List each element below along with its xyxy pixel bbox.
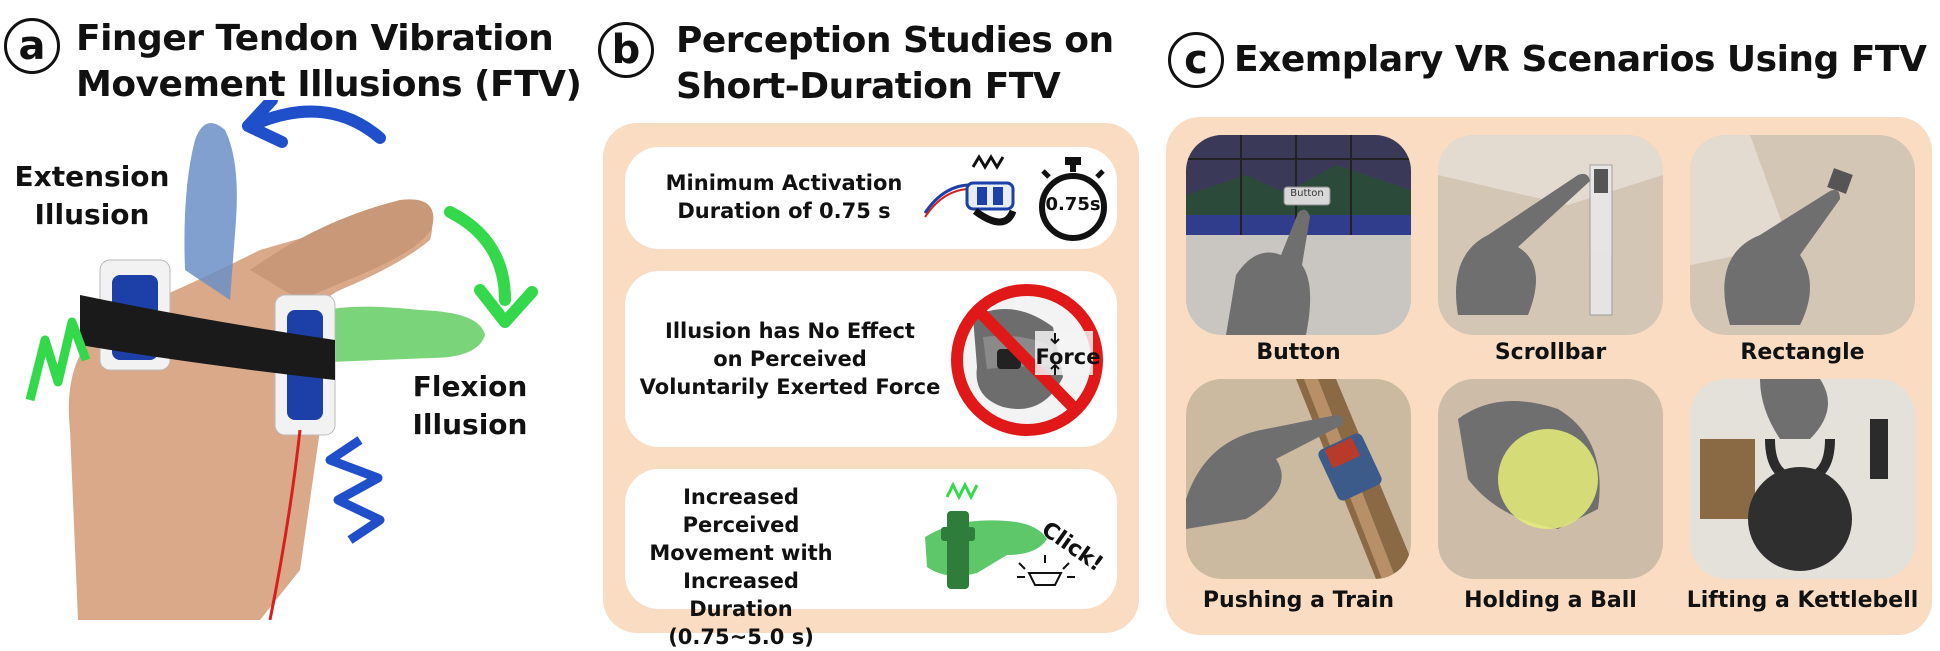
panel-b-badge: b xyxy=(598,22,654,78)
card2-line1: Illusion has No Effect xyxy=(665,319,915,343)
stopwatch-time-text: 0.75s xyxy=(1045,194,1101,215)
flexion-label-line1: Flexion xyxy=(412,370,528,403)
vr-hand xyxy=(1186,415,1344,529)
vr-button-text: Button xyxy=(1290,188,1324,199)
click-button-glyph xyxy=(1027,572,1063,586)
scene-scrollbar xyxy=(1438,135,1663,335)
extension-label-line1: Extension xyxy=(14,160,170,193)
no-effect-prohibition-icon xyxy=(951,284,1103,436)
extension-label-line2: Illusion xyxy=(34,198,150,231)
force-label-text: Force xyxy=(1035,345,1101,369)
panel-a-title-line2: Movement Illusions (FTV) xyxy=(76,64,582,105)
vibration-zigzag-blue xyxy=(325,436,385,544)
panel-b-title-line2: Short-Duration FTV xyxy=(676,66,1061,107)
tennis-ball xyxy=(1498,429,1598,529)
panel-a-title: Finger Tendon Vibration Movement Illusio… xyxy=(76,16,582,108)
finger-click-icon xyxy=(925,481,1075,589)
study-card-activation-text: Minimum Activation Duration of 0.75 s xyxy=(639,169,929,225)
scene-holding-ball-label: Holding a Ball xyxy=(1464,588,1637,613)
vr-hand xyxy=(1226,209,1311,335)
scene-rectangle xyxy=(1690,135,1915,335)
velcro-strap xyxy=(80,295,335,380)
panel-a-badge: a xyxy=(4,18,60,74)
card3-line1: Increased Perceived xyxy=(682,485,800,537)
panel-a-title-line1: Finger Tendon Vibration xyxy=(76,18,554,59)
scene-button-label: Button xyxy=(1256,340,1341,365)
panel-c-badge: c xyxy=(1168,32,1224,88)
perception-studies-panel: Minimum Activation Duration of 0.75 s 0.… xyxy=(603,123,1139,649)
flexion-label-line2: Illusion xyxy=(412,408,528,441)
scene-holding-ball xyxy=(1438,379,1663,579)
flexion-arrow xyxy=(444,206,511,306)
study-card-force-text: Illusion has No Effect on Perceived Volu… xyxy=(631,317,949,401)
scene-scrollbar-label: Scrollbar xyxy=(1494,340,1607,365)
scene-lifting-kettlebell xyxy=(1690,379,1915,579)
vr-hand xyxy=(1724,190,1840,325)
thumb-skin xyxy=(250,199,434,300)
extension-finger xyxy=(184,122,237,301)
flexion-illusion-label: Flexion Illusion xyxy=(400,368,540,444)
flexion-finger xyxy=(300,306,485,362)
wires xyxy=(268,429,302,620)
vr-hand xyxy=(1456,173,1590,315)
hand-with-vibrator-illustration xyxy=(25,100,538,620)
extension-arrow xyxy=(254,105,386,144)
vr-hand xyxy=(1760,379,1828,439)
vibrator-device-icon xyxy=(923,154,1017,226)
kettlebell xyxy=(1748,467,1852,571)
card1-line1: Minimum Activation xyxy=(665,171,903,195)
vr-scenarios-panel: Button Button Scrollbar Rectangle xyxy=(1166,117,1932,635)
card3-line2: Movement with xyxy=(649,541,833,565)
panel-c-title: Exemplary VR Scenarios Using FTV xyxy=(1234,39,1927,80)
study-card-duration: Increased Perceived Movement with Increa… xyxy=(625,469,1117,649)
vibration-zigzag-green-small xyxy=(945,481,979,501)
card2-line3: Voluntarily Exerted Force xyxy=(639,375,941,399)
study-card-activation: Minimum Activation Duration of 0.75 s 0.… xyxy=(625,147,1117,249)
panel-b-title-line1: Perception Studies on xyxy=(676,20,1114,61)
study-card-force: Illusion has No Effect on Perceived Volu… xyxy=(625,271,1117,447)
card2-line2: on Perceived xyxy=(713,347,867,371)
scene-pushing-train-label: Pushing a Train xyxy=(1202,588,1395,613)
scene-button: Button xyxy=(1186,135,1411,335)
scene-pushing-train xyxy=(1186,379,1411,579)
scene-lifting-kettlebell-label: Lifting a Kettlebell xyxy=(1686,588,1919,613)
extension-illusion-label: Extension Illusion xyxy=(6,158,178,234)
scene-rectangle-label: Rectangle xyxy=(1740,340,1865,365)
study-card-duration-text: Increased Perceived Movement with Increa… xyxy=(643,483,839,651)
vibration-zigzag-green xyxy=(25,317,91,402)
stopwatch-icon xyxy=(1039,157,1107,241)
card3-line4: (0.75~5.0 s) xyxy=(668,625,814,649)
vibration-zigzag-small xyxy=(971,154,1005,170)
card3-line3: Increased Duration xyxy=(683,569,799,621)
panel-b-title: Perception Studies on Short-Duration FTV xyxy=(676,18,1114,110)
card1-line2: Duration of 0.75 s xyxy=(677,199,891,223)
